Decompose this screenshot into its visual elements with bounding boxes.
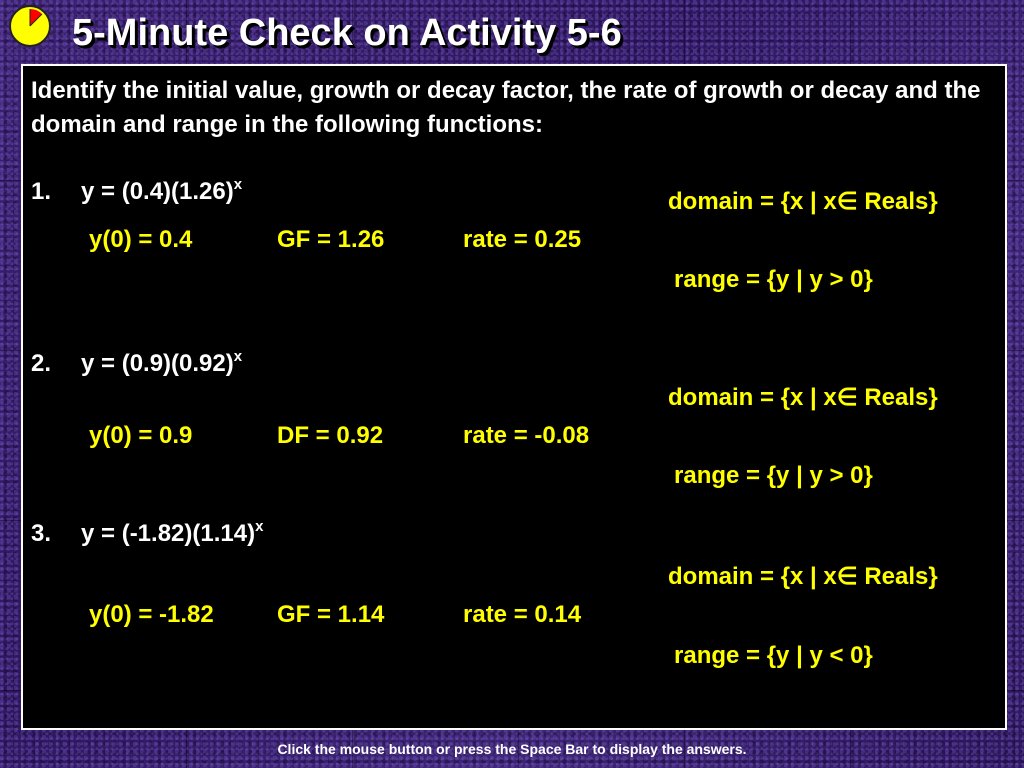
problem-equation: y = (0.4)(1.26)x	[81, 176, 243, 205]
problem-number: 2.	[31, 350, 52, 377]
initial-value-answer: y(0) = 0.9	[89, 422, 193, 449]
rate-answer: rate = 0.25	[463, 226, 582, 253]
initial-value-answer: y(0) = -1.82	[89, 601, 214, 628]
problem-number: 1.	[31, 178, 52, 205]
slide-title: 5-Minute Check on Activity 5-6	[72, 12, 622, 54]
exponent: x	[233, 348, 243, 365]
range-answer: range = {y | y < 0}	[674, 642, 873, 669]
factor-answer: DF = 0.92	[277, 422, 384, 449]
problem-number: 3.	[31, 520, 52, 547]
range-answer: range = {y | y > 0}	[674, 462, 873, 489]
exponent: x	[255, 518, 264, 535]
rate-answer: rate = 0.14	[463, 601, 582, 628]
content-panel: Identify the initial value, growth or de…	[21, 64, 1007, 730]
factor-answer: GF = 1.26	[277, 226, 385, 253]
instructions-text: Identify the initial value, growth or de…	[31, 77, 981, 138]
initial-value-answer: y(0) = 0.4	[89, 226, 193, 253]
range-answer: range = {y | y > 0}	[674, 266, 873, 293]
domain-answer: domain = {x | x∈ Reals}	[668, 563, 938, 590]
problem-equation: y = (-1.82)(1.14)x	[81, 518, 264, 547]
rate-answer: rate = -0.08	[463, 422, 590, 449]
clock-icon	[9, 5, 51, 47]
footer-instruction: Click the mouse button or press the Spac…	[277, 741, 747, 757]
domain-answer: domain = {x | x∈ Reals}	[668, 384, 938, 411]
factor-answer: GF = 1.14	[277, 601, 385, 628]
problem-equation: y = (0.9)(0.92)x	[81, 348, 243, 377]
domain-answer: domain = {x | x∈ Reals}	[668, 188, 938, 215]
exponent: x	[233, 176, 243, 193]
